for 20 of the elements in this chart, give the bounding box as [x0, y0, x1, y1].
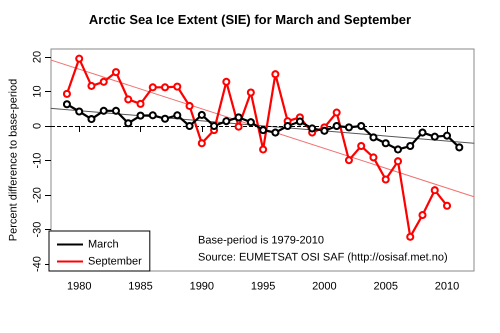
legend-label: March: [88, 238, 119, 250]
y-tick-label: -20: [32, 187, 44, 203]
y-tick-label: 20: [32, 50, 44, 64]
legend-label: September: [88, 256, 142, 268]
annotation: Source: EUMETSAT OSI SAF (http://osisaf.met.no): [198, 252, 448, 264]
x-tick-label: 2010: [434, 280, 460, 292]
x-tick-label: 1995: [250, 280, 276, 292]
x-tick-label: 1990: [190, 280, 214, 292]
y-tick-label: -30: [32, 222, 44, 238]
y-tick-label: -40: [32, 256, 44, 272]
x-tick-label: 1985: [128, 280, 153, 292]
x-tick-label: 1980: [66, 280, 92, 292]
x-tick-label: 2005: [373, 280, 398, 292]
y-tick-label: 10: [32, 85, 44, 98]
y-axis-title: Percent difference to base-period: [8, 78, 20, 242]
y-tick-label: 0: [32, 122, 44, 130]
annotation: Base-period is 1979-2010: [198, 234, 324, 246]
x-tick-label: 2000: [312, 280, 337, 292]
chart-title: Arctic Sea Ice Extent (SIE) for March and September: [88, 12, 412, 27]
y-tick-label: -10: [32, 152, 44, 168]
